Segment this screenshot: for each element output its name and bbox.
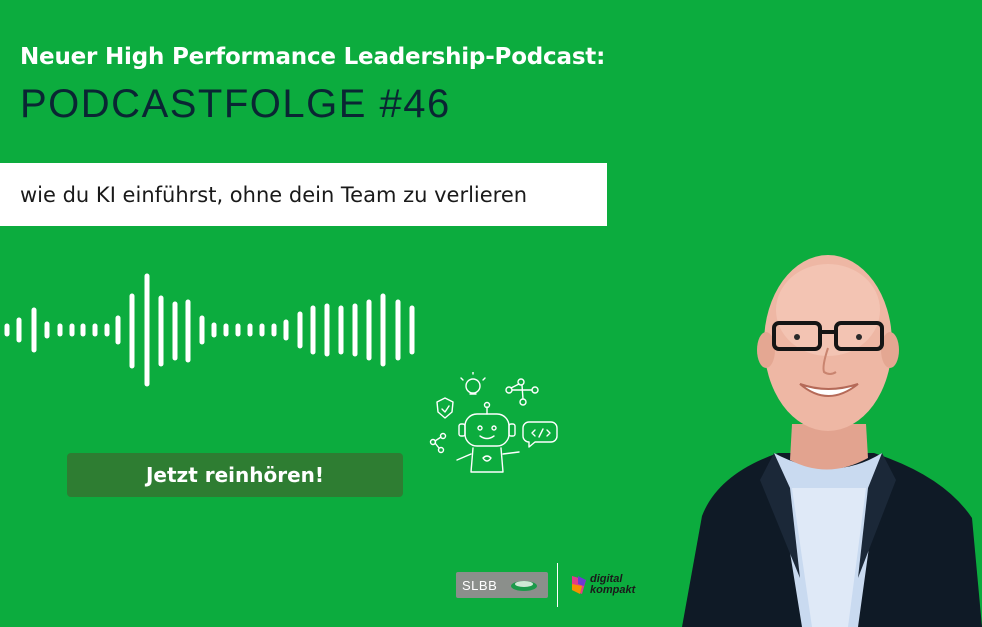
- listen-now-label: Jetzt reinhören!: [145, 463, 325, 487]
- subtitle-banner: [0, 163, 607, 226]
- listen-now-button[interactable]: Jetzt reinhören!: [67, 453, 403, 497]
- digital-kompakt-line1: digital: [590, 573, 623, 585]
- sound-wave-icon: [4, 273, 415, 387]
- digital-kompakt-logo: [572, 576, 586, 594]
- digital-kompakt-text: digital kompakt: [590, 574, 635, 596]
- episode-headline: PODCASTFOLGE #46: [20, 82, 451, 126]
- slbb-emblem-icon: [511, 581, 538, 591]
- logo-divider: [557, 563, 558, 607]
- digital-kompakt-line2: kompakt: [590, 584, 636, 596]
- slbb-logo-text: SLBB: [462, 577, 498, 593]
- episode-subtitle: wie du KI einführst, ohne dein Team zu v…: [20, 183, 528, 207]
- podcast-kicker: Neuer High Performance Leadership-Podcas…: [20, 44, 606, 70]
- robot-ideas-icon: [429, 372, 558, 473]
- host-portrait: [682, 255, 982, 627]
- slbb-logo: SLBB: [456, 572, 548, 598]
